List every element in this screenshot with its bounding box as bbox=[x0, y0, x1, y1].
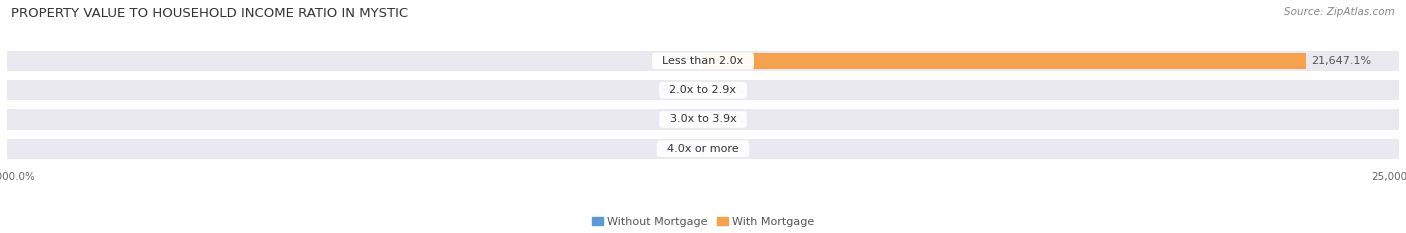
Text: Less than 2.0x: Less than 2.0x bbox=[655, 56, 751, 66]
Text: PROPERTY VALUE TO HOUSEHOLD INCOME RATIO IN MYSTIC: PROPERTY VALUE TO HOUSEHOLD INCOME RATIO… bbox=[11, 7, 408, 20]
Text: 39.8%: 39.8% bbox=[661, 144, 696, 154]
Bar bbox=[7, 51, 1399, 71]
Bar bbox=[7, 80, 1399, 100]
Text: 3.0x to 3.9x: 3.0x to 3.9x bbox=[662, 114, 744, 124]
Bar bbox=[7, 109, 1399, 130]
Text: 40.0%: 40.0% bbox=[661, 85, 696, 95]
Text: 21,647.1%: 21,647.1% bbox=[1312, 56, 1371, 66]
Bar bbox=[703, 53, 1306, 69]
Text: 6.5%: 6.5% bbox=[669, 114, 697, 124]
Legend: Without Mortgage, With Mortgage: Without Mortgage, With Mortgage bbox=[588, 212, 818, 231]
Text: 2.0x to 2.9x: 2.0x to 2.9x bbox=[662, 85, 744, 95]
Text: 24.2%: 24.2% bbox=[709, 85, 745, 95]
Text: 13.8%: 13.8% bbox=[709, 144, 744, 154]
Text: 35.8%: 35.8% bbox=[710, 114, 745, 124]
Bar bbox=[7, 139, 1399, 159]
Text: 13.7%: 13.7% bbox=[662, 56, 697, 66]
Text: 4.0x or more: 4.0x or more bbox=[661, 144, 745, 154]
Text: Source: ZipAtlas.com: Source: ZipAtlas.com bbox=[1284, 7, 1395, 17]
